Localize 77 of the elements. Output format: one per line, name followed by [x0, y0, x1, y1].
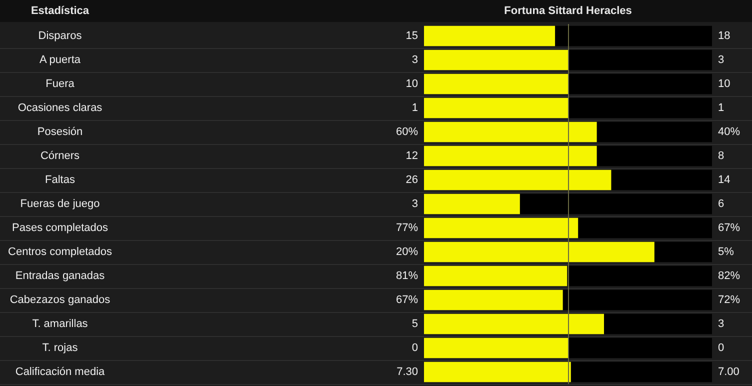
bar	[611, 170, 712, 190]
bar	[568, 98, 712, 118]
y-tick-label: A puerta	[40, 54, 82, 66]
y-tick-label: Fuera	[46, 78, 76, 90]
y-tick-label: Fueras de juego	[20, 198, 100, 210]
text: 3	[412, 54, 418, 66]
bar	[424, 122, 597, 142]
bar	[568, 50, 712, 70]
text: 67%	[718, 222, 740, 234]
text: 20%	[396, 246, 418, 258]
text: 8	[718, 150, 724, 162]
bar	[562, 290, 712, 310]
bar	[596, 122, 712, 142]
y-tick-label: Posesión	[37, 126, 83, 138]
y-tick-label: T. amarillas	[32, 318, 88, 330]
y-tick-label: Disparos	[38, 30, 82, 42]
bar	[568, 338, 712, 358]
text: 3	[718, 318, 724, 330]
bar	[424, 314, 604, 334]
bar	[424, 338, 568, 358]
text: 0	[412, 342, 418, 354]
text: 7.30	[396, 366, 418, 378]
text: 14	[718, 174, 730, 186]
y-axis-title: Estadística	[30, 5, 90, 18]
bar	[424, 194, 520, 214]
text: 60%	[396, 126, 418, 138]
text: 1	[412, 102, 418, 114]
bar	[424, 50, 568, 70]
text: 10	[406, 78, 418, 90]
text: 5%	[718, 246, 734, 258]
y-tick-label: Córners	[40, 150, 80, 162]
bar	[424, 26, 556, 46]
text: 81%	[396, 270, 418, 282]
bar	[654, 242, 712, 262]
bar	[555, 26, 712, 46]
text: 18	[718, 30, 730, 42]
text: 67%	[396, 294, 418, 306]
text: 6	[718, 198, 724, 210]
bar	[570, 362, 712, 382]
bar	[424, 266, 568, 286]
bar	[520, 194, 712, 214]
bar	[596, 146, 712, 166]
text: 12	[406, 150, 418, 162]
text: 3	[718, 54, 724, 66]
y-tick-label: Cabezazos ganados	[10, 294, 111, 306]
text: 10	[718, 78, 730, 90]
text: 82%	[718, 270, 740, 282]
text: 40%	[718, 126, 740, 138]
text: 3	[412, 198, 418, 210]
text: 72%	[718, 294, 740, 306]
bar	[424, 218, 578, 238]
y-tick-label: T. rojas	[42, 342, 78, 354]
bar	[424, 98, 568, 118]
text: 7.00	[718, 366, 740, 378]
bar	[424, 170, 612, 190]
y-tick-label: Centros completados	[8, 246, 112, 258]
chart-title: Fortuna Sittard Heracles	[504, 5, 632, 18]
y-tick-label: Faltas	[45, 174, 76, 186]
y-tick-label: Entradas ganadas	[15, 270, 106, 282]
bar	[424, 74, 568, 94]
bar	[424, 362, 571, 382]
text: 26	[406, 174, 418, 186]
bar	[604, 314, 712, 334]
text: 1	[718, 102, 724, 114]
bar	[568, 74, 712, 94]
text: 77%	[396, 222, 418, 234]
bar	[567, 266, 712, 286]
y-tick-label: Pases completados	[12, 222, 108, 234]
bar	[424, 290, 563, 310]
text: 0	[718, 342, 724, 354]
y-tick-label: Calificación media	[15, 366, 106, 378]
bar	[424, 242, 654, 262]
bar	[424, 146, 597, 166]
bar	[578, 218, 712, 238]
text: 15	[406, 30, 418, 42]
y-tick-label: Ocasiones claras	[18, 102, 103, 114]
text: 5	[412, 318, 418, 330]
